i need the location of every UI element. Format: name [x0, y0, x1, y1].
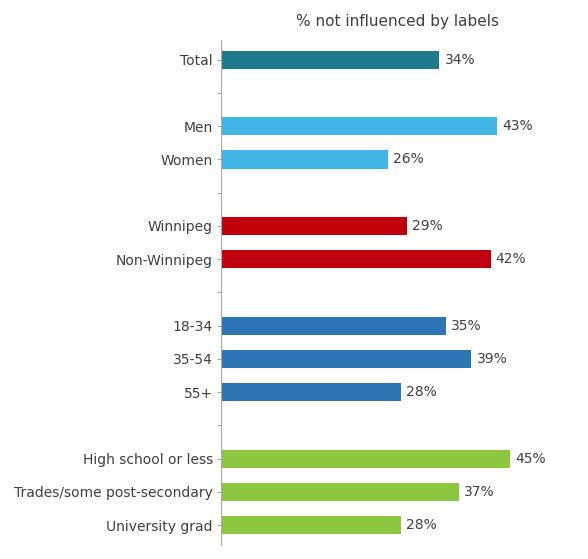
Bar — [221, 483, 459, 501]
Bar — [221, 250, 490, 268]
Bar — [221, 316, 446, 335]
Text: 35%: 35% — [451, 319, 482, 333]
Text: 28%: 28% — [406, 385, 437, 399]
Text: 37%: 37% — [464, 485, 495, 499]
Bar — [221, 117, 497, 135]
Bar — [221, 50, 439, 69]
Bar — [221, 449, 510, 468]
Text: 42%: 42% — [496, 252, 526, 266]
Text: 45%: 45% — [515, 452, 546, 466]
Bar — [221, 516, 401, 534]
Text: 29%: 29% — [412, 219, 443, 233]
Title: % not influenced by labels: % not influenced by labels — [296, 14, 499, 29]
Text: 28%: 28% — [406, 518, 437, 532]
Text: 34%: 34% — [445, 53, 475, 67]
Bar — [221, 383, 401, 401]
Bar — [221, 350, 472, 368]
Text: 39%: 39% — [476, 352, 507, 366]
Bar — [221, 150, 388, 169]
Text: 26%: 26% — [393, 153, 424, 167]
Text: 43%: 43% — [502, 119, 533, 133]
Bar — [221, 217, 407, 235]
